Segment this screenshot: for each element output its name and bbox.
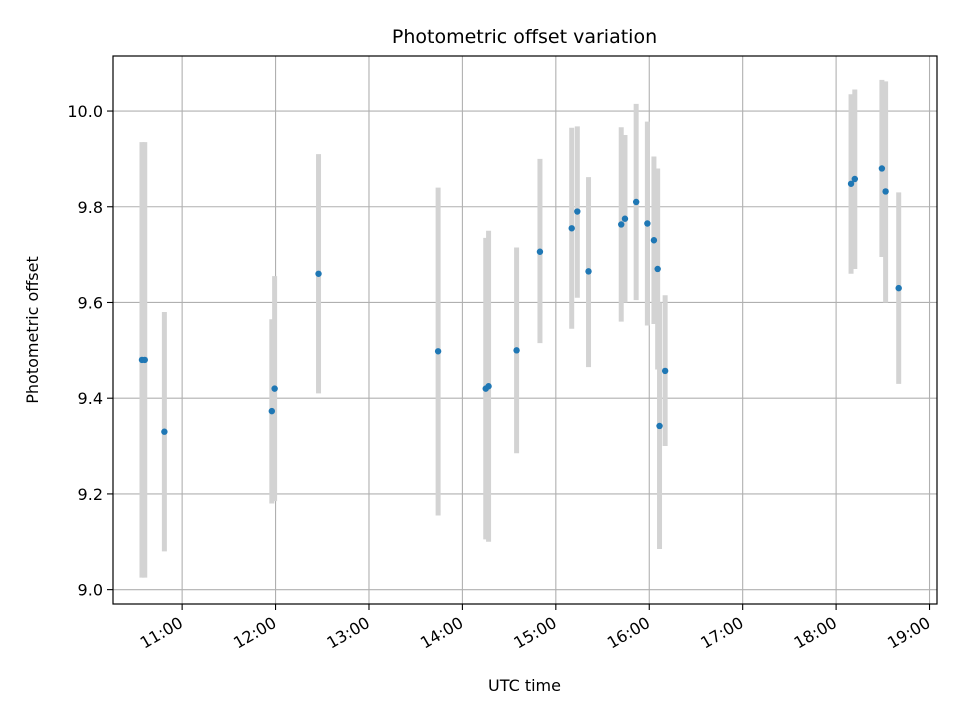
data-point [882,188,889,195]
data-point [851,175,858,183]
data-point [568,225,575,232]
y-tick-label: 9.6 [78,293,103,312]
data-point [878,165,886,172]
data-point [895,284,902,292]
y-tick-label: 9.8 [78,198,103,217]
data-point [434,348,442,355]
y-axis-label: Photometric offset [23,256,42,404]
data-point [485,383,492,390]
data-point [315,270,322,277]
data-point [513,347,520,354]
data-point [574,208,581,215]
data-point [585,268,592,275]
data-point [656,422,663,430]
data-point [618,221,625,228]
data-point [268,407,276,415]
data-point [847,180,855,187]
data-points [138,165,902,435]
chart-title: Photometric offset variation [392,26,657,48]
x-axis-label: UTC time [488,676,561,695]
y-tick-label: 10.0 [67,102,103,121]
data-point [271,385,278,392]
grid [113,56,937,604]
plot-frame [112,55,938,605]
data-point [161,428,168,435]
data-point [661,367,669,375]
y-tick-label: 9.0 [78,581,103,600]
y-tick-label: 9.2 [78,485,103,504]
data-point [536,248,544,255]
y-axis-ticks: 9.0 9.2 9.4 9.6 9.8 10.0 [67,102,113,600]
data-point [644,220,651,227]
data-point [632,198,640,206]
y-tick-label: 9.4 [78,389,103,408]
data-point [141,356,148,364]
data-point [654,265,661,273]
data-point [650,237,658,244]
data-point [621,215,629,222]
